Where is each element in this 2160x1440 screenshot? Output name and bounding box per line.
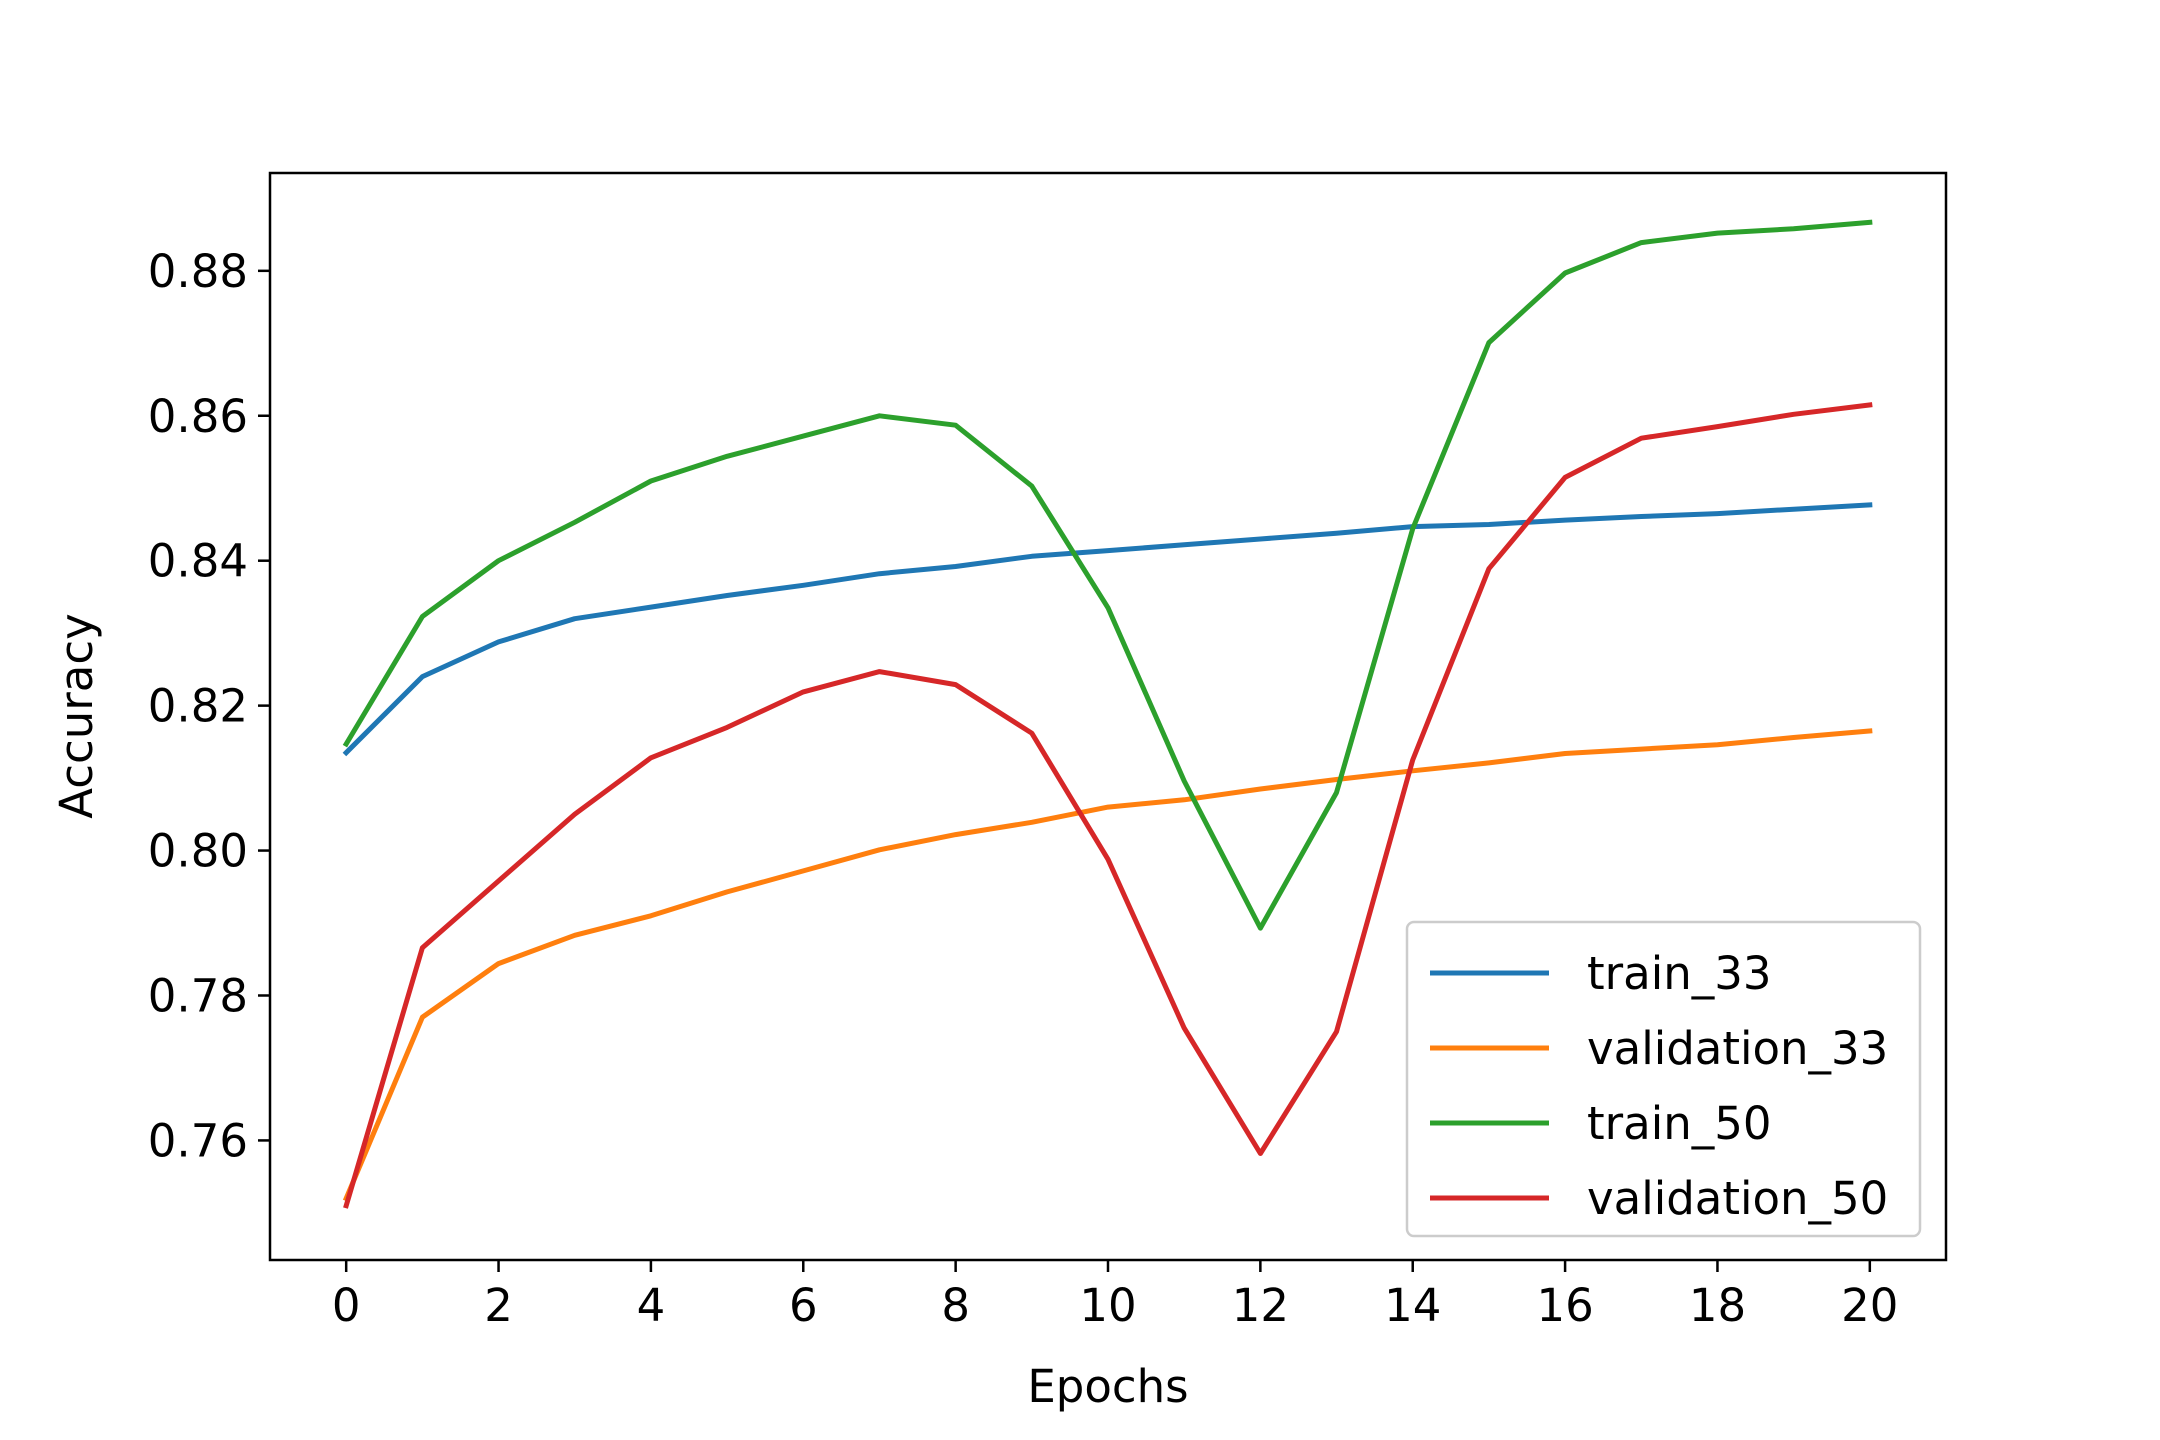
series-line-validation_50 <box>343 402 1873 1209</box>
x-tick-label: 16 <box>1536 1279 1593 1332</box>
y-tick-label: 0.78 <box>148 969 248 1022</box>
y-axis-ticks: 0.76 0.78 0.80 0.82 0.84 0.86 0.88 <box>148 245 270 1167</box>
legend-label-train_50: train_50 <box>1587 1097 1772 1150</box>
legend: train_33 validation_33 train_50 validation_… <box>1405 920 1922 1238</box>
legend-label-validation_33: validation_33 <box>1587 1022 1888 1075</box>
x-tick-label: 20 <box>1841 1279 1898 1332</box>
x-tick-label: 10 <box>1079 1279 1136 1332</box>
series-line-train_50 <box>342 219 1873 931</box>
x-tick-label: 8 <box>941 1279 970 1332</box>
y-tick-label: 0.88 <box>148 245 248 298</box>
x-axis-ticks: 0 2 4 6 8 10 12 14 16 18 20 <box>332 1260 1898 1332</box>
x-tick-label: 12 <box>1232 1279 1289 1332</box>
x-tick-label: 18 <box>1689 1279 1746 1332</box>
legend-frame <box>1405 920 1922 1238</box>
x-tick-label: 14 <box>1384 1279 1441 1332</box>
x-tick-label: 4 <box>637 1279 666 1332</box>
series-line-train_33 <box>342 502 1873 757</box>
y-tick-label: 0.84 <box>148 535 248 588</box>
x-tick-label: 6 <box>789 1279 818 1332</box>
y-tick-label: 0.80 <box>148 825 248 878</box>
x-axis-title: Epochs <box>1027 1360 1188 1413</box>
legend-label-validation_50: validation_50 <box>1587 1172 1888 1225</box>
y-tick-label: 0.86 <box>148 390 248 443</box>
series-line-validation_33 <box>342 728 1873 1202</box>
y-tick-label: 0.82 <box>148 680 248 733</box>
x-tick-label: 0 <box>332 1279 361 1332</box>
x-tick-label: 2 <box>484 1279 513 1332</box>
legend-label-train_33: train_33 <box>1587 947 1772 1000</box>
y-axis-title: Accuracy <box>50 613 103 818</box>
y-tick-label: 0.76 <box>148 1114 248 1167</box>
plot-lines <box>342 219 1873 1209</box>
